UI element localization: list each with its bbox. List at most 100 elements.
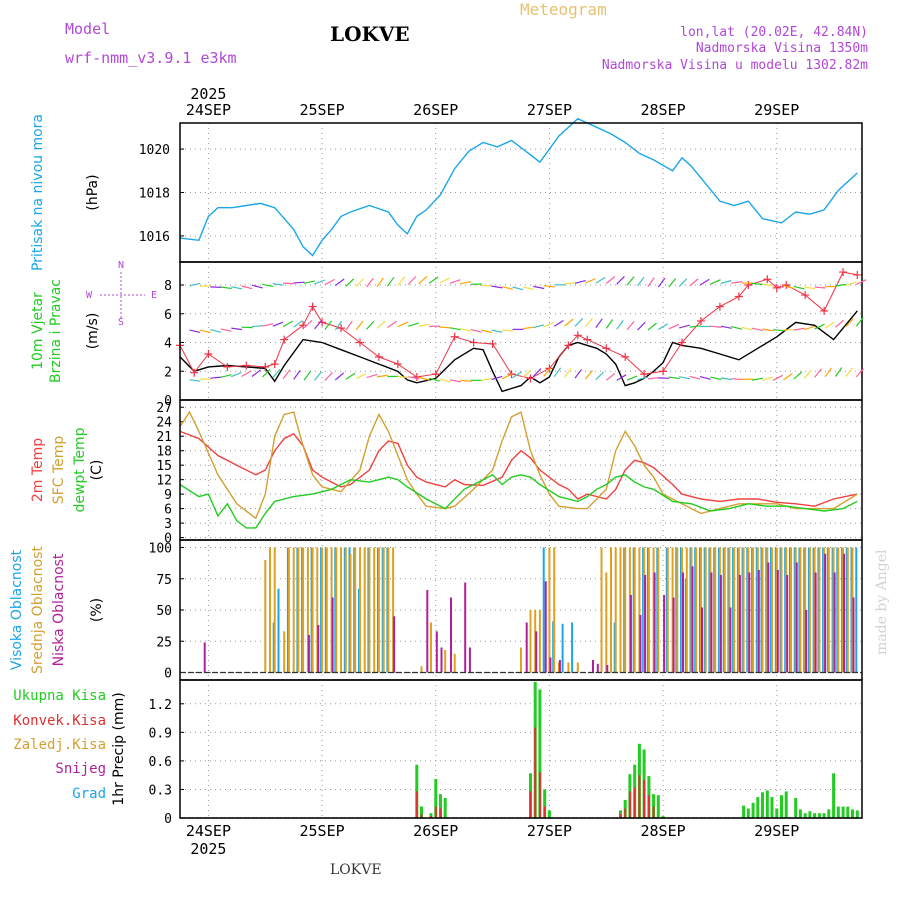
wind-arrow <box>595 318 603 328</box>
bar-cloud-2 <box>203 642 206 673</box>
wind-arrow <box>282 320 294 328</box>
wind-arrow <box>397 375 409 379</box>
gust-point <box>744 281 753 289</box>
bar-precip-0 <box>538 689 542 818</box>
wind-arrow <box>824 367 832 378</box>
gust-point <box>678 338 687 347</box>
bar-precip-0 <box>661 816 665 818</box>
series-line-temperature-1 <box>179 410 858 520</box>
bar-cloud-2 <box>710 572 713 673</box>
wind-arrow <box>220 328 232 332</box>
bar-precip-1 <box>633 787 636 818</box>
altitude-info: Nadmorska Visina 1350m <box>695 41 868 56</box>
bar-precip-1 <box>628 791 631 818</box>
wind-arrow <box>564 282 576 285</box>
wind-arrow <box>481 284 493 287</box>
wind-arrow <box>314 371 322 381</box>
wind-arrow <box>501 286 513 290</box>
bar-cloud-2 <box>729 607 732 673</box>
wind-arrow <box>804 325 815 331</box>
wind-arrow <box>230 372 242 378</box>
series-line-temperature-2 <box>179 473 858 529</box>
bar-precip-0 <box>443 798 447 818</box>
bar-cloud-1 <box>297 547 300 673</box>
wind-arrow <box>762 283 774 287</box>
bar-cloud-1 <box>676 547 679 673</box>
gust-point <box>659 367 668 376</box>
bar-cloud-1 <box>799 547 802 673</box>
wind-arrow <box>595 276 606 284</box>
gust-point <box>299 321 308 330</box>
wind-arrow <box>616 320 624 330</box>
bar-cloud-2 <box>426 590 429 673</box>
wind-arrow <box>481 329 493 334</box>
wind-arrow <box>793 285 805 290</box>
compass-E: E <box>151 290 157 301</box>
wind-arrow <box>626 375 638 381</box>
gust-point <box>583 335 592 344</box>
bar-precip-1 <box>643 779 646 818</box>
bar-cloud-2 <box>833 572 836 673</box>
compass-N: N <box>118 260 124 271</box>
wind-arrow <box>835 283 847 287</box>
bar-cloud-1 <box>624 547 627 673</box>
wind-arrow <box>376 374 388 378</box>
wind-arrow <box>293 320 303 328</box>
wind-arrow <box>574 317 584 327</box>
bar-cloud-1 <box>269 547 271 673</box>
model-label: Model <box>65 20 111 38</box>
wind-arrow <box>324 320 333 330</box>
wind-arrow <box>647 377 659 380</box>
bar-precip-1 <box>543 806 546 818</box>
ytick-label-wind-3: 6 <box>164 308 172 323</box>
bar-precip-1 <box>619 814 622 818</box>
bar-cloud-1 <box>382 547 385 673</box>
bar-cloud-2 <box>393 616 396 673</box>
bar-cloud-1 <box>306 547 309 673</box>
wind-arrow <box>762 328 774 332</box>
series-line-wind-0 <box>179 310 858 393</box>
wind-arrow <box>699 376 711 380</box>
wind-arrow <box>460 328 472 332</box>
ytick-label-temperature-4: 12 <box>156 474 172 489</box>
date-label-top-5: 29SEP <box>754 101 799 119</box>
wind-arrow <box>408 376 420 380</box>
bar-cloud-2 <box>307 635 310 673</box>
gust-point <box>820 306 829 315</box>
bar-precip-0 <box>808 811 812 818</box>
bar-precip-0 <box>751 802 755 818</box>
product-title: Meteogram <box>520 0 607 19</box>
bar-precip-0 <box>846 806 850 818</box>
wind-arrow <box>637 376 649 381</box>
bar-precip-1 <box>652 806 655 818</box>
bar-cloud-1 <box>283 631 286 673</box>
bar-cloud-2 <box>535 631 538 673</box>
bar-precip-0 <box>827 809 831 818</box>
bar-cloud-2 <box>639 615 642 673</box>
gust-point <box>734 292 743 301</box>
wind-arrow <box>324 371 333 381</box>
gust-point <box>853 270 862 279</box>
bar-precip-0 <box>841 806 845 818</box>
gust-point <box>450 332 459 341</box>
wind-arrow <box>418 276 428 285</box>
wind-arrow <box>637 321 646 331</box>
bar-precip-1 <box>534 727 537 818</box>
bar-cloud-1 <box>430 622 432 673</box>
series-line-wind-1 <box>179 271 858 379</box>
wind-arrow <box>251 284 263 289</box>
bar-cloud-1 <box>321 547 324 673</box>
bar-cloud-2 <box>596 663 599 673</box>
bar-cloud-1 <box>287 547 290 673</box>
wind-arrow <box>376 277 384 288</box>
wind-arrow <box>824 321 835 329</box>
wind-arrow <box>710 279 721 285</box>
wind-arrow <box>699 278 710 286</box>
ytick-label-wind-1: 2 <box>164 365 172 380</box>
bar-precip-1 <box>624 808 627 818</box>
wind-arrow <box>689 325 701 328</box>
wind-arrow <box>584 370 593 380</box>
wind-arrow <box>376 320 386 329</box>
wind-arrow <box>574 368 583 379</box>
wind-arrow <box>616 275 625 285</box>
